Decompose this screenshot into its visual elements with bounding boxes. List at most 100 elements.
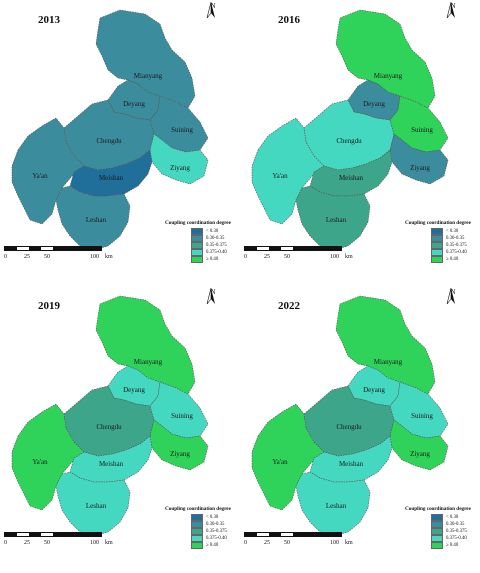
city-label: Leshan (86, 216, 107, 224)
scale-tick: 100 (90, 540, 99, 546)
legend-swatch (191, 521, 203, 528)
map-svg: Mianyang Deyang Chengdu Suining Ziyang Ya'an M… (11, 295, 209, 537)
scale-unit: km (105, 254, 113, 260)
legend-swatch (431, 542, 443, 549)
scale-tick: 25 (264, 540, 270, 546)
region-leshan (295, 185, 371, 251)
city-label: Deyang (123, 100, 145, 108)
scale-bar: 0 25 50 100 km (4, 246, 114, 268)
legend-item: ≥ 0.40 (165, 542, 240, 549)
region-deyang (347, 365, 401, 407)
city-label: Meishan (99, 460, 124, 468)
legend-item: < 0.30 (405, 514, 480, 521)
scale-bar: 0 25 50 100 km (4, 532, 114, 554)
region-deyang (107, 365, 161, 407)
legend: Coupling coordination degree < 0.30 0.30-0… (405, 506, 480, 549)
legend-label: 0.30-0.35 (206, 522, 225, 527)
legend-label: 0.35-0.375 (446, 243, 467, 248)
legend-item: < 0.30 (405, 228, 480, 235)
legend-item: ≥ 0.40 (165, 256, 240, 263)
scale-bar: 0 25 50 100 km (244, 246, 354, 268)
legend-label: 0.30-0.35 (206, 236, 225, 241)
region-ziyang (389, 419, 449, 471)
legend-item: 0.375-0.40 (165, 249, 240, 256)
scale-tick: 0 (4, 540, 7, 546)
region-suining (389, 381, 449, 439)
scale-bar-graphic (4, 532, 102, 537)
scale-bar-graphic (244, 532, 342, 537)
scale-tick: 0 (244, 254, 247, 260)
legend-label: < 0.30 (206, 229, 219, 234)
city-label: Ziyang (410, 164, 430, 172)
city-label: Chengdu (96, 423, 122, 431)
scale-tick: 100 (330, 540, 339, 546)
legend-swatch (431, 256, 443, 263)
scale-unit: km (345, 254, 353, 260)
scale-bar-graphic (244, 246, 342, 251)
legend-label: 0.375-0.40 (446, 250, 467, 255)
city-label: Suining (411, 412, 433, 420)
legend-title: Coupling coordination degree (165, 220, 231, 226)
scale-tick: 25 (264, 254, 270, 260)
city-label: Meishan (99, 174, 124, 182)
north-arrow-icon: N (446, 288, 460, 314)
city-label: Ya'an (272, 172, 288, 180)
legend-item: < 0.30 (165, 228, 240, 235)
map-panel-2013: Mianyang Deyang Chengdu Suining Ziyang Ya'an M… (0, 0, 240, 286)
legend-item: 0.35-0.375 (165, 528, 240, 535)
scale-tick: 50 (44, 254, 50, 260)
legend-item: 0.30-0.35 (165, 521, 240, 528)
legend-label: ≥ 0.40 (206, 543, 219, 548)
scale-tick: 50 (284, 540, 290, 546)
legend-item: 0.375-0.40 (405, 249, 480, 256)
scale-unit: km (105, 540, 113, 546)
north-label: N (210, 288, 216, 296)
legend-swatch (431, 514, 443, 521)
year-label: 2016 (278, 14, 300, 26)
legend-item: 0.35-0.375 (405, 242, 480, 249)
legend-swatch (191, 249, 203, 256)
year-label: 2013 (38, 14, 60, 26)
city-label: Ziyang (170, 450, 190, 458)
legend-swatch (431, 242, 443, 249)
scale-tick: 25 (24, 254, 30, 260)
scale-tick: 50 (284, 254, 290, 260)
map-panel-2016: Mianyang Deyang Chengdu Suining Ziyang Ya'an M… (240, 0, 480, 286)
north-arrow-icon: N (206, 2, 220, 28)
legend-swatch (191, 528, 203, 535)
city-label: Leshan (326, 502, 347, 510)
legend-label: ≥ 0.40 (446, 543, 459, 548)
city-label: Meishan (339, 460, 364, 468)
city-label: Leshan (86, 502, 107, 510)
legend-swatch (431, 249, 443, 256)
scale-tick: 0 (4, 254, 7, 260)
legend-item: 0.35-0.375 (405, 528, 480, 535)
year-label: 2022 (278, 300, 300, 312)
legend-label: < 0.30 (446, 229, 459, 234)
legend-label: 0.35-0.375 (446, 529, 467, 534)
region-deyang (347, 79, 401, 121)
legend-swatch (191, 535, 203, 542)
map-panel-2019: Mianyang Deyang Chengdu Suining Ziyang Ya'an M… (0, 286, 240, 572)
legend-title: Coupling coordination degree (405, 220, 471, 226)
region-leshan (295, 471, 371, 537)
legend-item: < 0.30 (165, 514, 240, 521)
legend-item: 0.30-0.35 (165, 235, 240, 242)
legend-swatch (431, 528, 443, 535)
legend-item: 0.30-0.35 (405, 235, 480, 242)
legend-label: 0.30-0.35 (446, 236, 465, 241)
legend-label: 0.375-0.40 (446, 536, 467, 541)
legend-label: 0.35-0.375 (206, 243, 227, 248)
legend: Coupling coordination degree < 0.30 0.30-0… (405, 220, 480, 263)
legend-swatch (431, 521, 443, 528)
region-leshan (55, 185, 131, 251)
city-label: Ya'an (32, 172, 48, 180)
legend-label: < 0.30 (206, 515, 219, 520)
city-label: Leshan (326, 216, 347, 224)
legend-swatch (191, 228, 203, 235)
legend-title: Coupling coordination degree (405, 506, 471, 512)
legend-swatch (191, 242, 203, 249)
legend-label: ≥ 0.40 (446, 257, 459, 262)
legend: Coupling coordination degree < 0.30 0.30-0… (165, 220, 240, 263)
legend-swatch (191, 256, 203, 263)
